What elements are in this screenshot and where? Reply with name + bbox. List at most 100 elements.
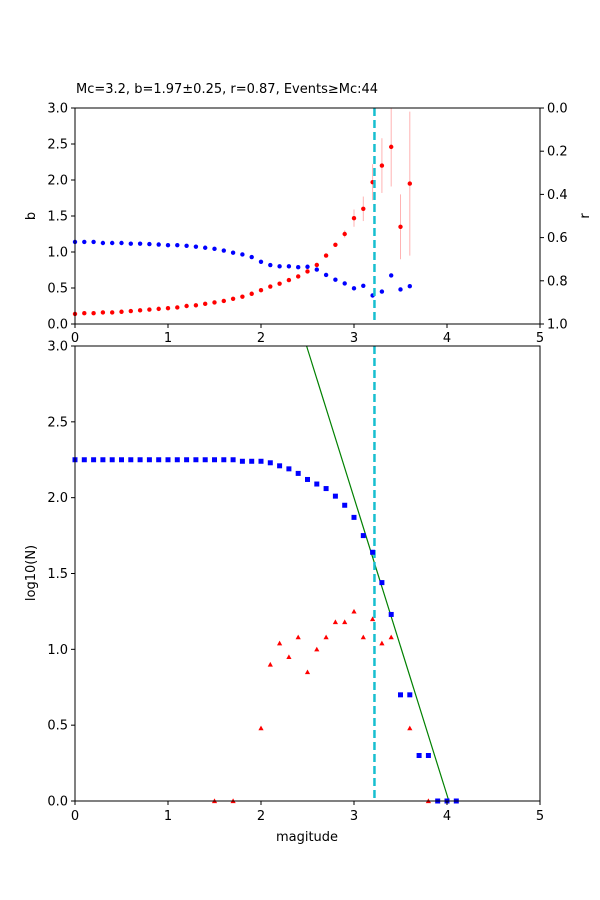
cumulative-point: [388, 611, 394, 617]
right-y-tick-label: 0.6: [547, 231, 568, 246]
cumulative-point: [258, 458, 264, 464]
x-tick-label: 2: [257, 809, 265, 824]
cumulative-point: [267, 460, 273, 466]
cumulative-point: [351, 514, 357, 520]
b-value-point: [314, 262, 319, 268]
cumulative-point: [379, 580, 385, 586]
b-value-point: [147, 307, 152, 312]
noncumulative-point: [379, 640, 385, 646]
bottom-plot-frame: [74, 345, 541, 802]
r-value-point: [389, 273, 394, 278]
noncumulative-point: [295, 634, 301, 640]
r-value-point: [305, 264, 310, 269]
r-value-point: [110, 240, 115, 246]
cumulative-point: [184, 457, 190, 463]
cumulative-point: [277, 463, 283, 469]
noncumulative-point: [258, 725, 264, 731]
cumulative-point: [156, 457, 162, 463]
x-tick-label: 1: [164, 331, 172, 346]
r-value-point: [100, 240, 106, 246]
b-value-point: [379, 163, 385, 168]
b-value-point: [323, 253, 329, 258]
cumulative-point: [221, 457, 227, 463]
b-value-point: [156, 306, 161, 312]
y-tick-label: 1.0: [47, 643, 68, 658]
b-value-point: [110, 310, 115, 315]
b-value-point: [389, 144, 394, 150]
r-value-point: [212, 246, 217, 252]
cumulative-point: [146, 457, 152, 463]
b-value-point: [165, 305, 171, 311]
y-tick-label: 3.0: [47, 340, 68, 355]
r-value-point: [296, 264, 301, 270]
r-value-point: [137, 241, 143, 246]
r-value-point: [119, 240, 124, 246]
r-value-point: [398, 287, 403, 292]
r-value-point: [286, 264, 292, 269]
b-value-point: [258, 287, 264, 293]
x-tick-label: 3: [350, 331, 358, 346]
cumulative-point: [212, 457, 217, 463]
r-value-point: [277, 264, 282, 269]
r-value-point: [249, 254, 254, 260]
y-tick-label: 1.5: [47, 567, 68, 582]
b-value-point: [119, 309, 124, 314]
b-value-point: [193, 303, 199, 308]
cumulative-point: [342, 502, 348, 508]
r-value-point: [82, 239, 87, 245]
top-y-axis-label: b: [24, 212, 39, 220]
b-value-point: [398, 224, 403, 229]
b-value-point: [128, 308, 133, 314]
cumulative-point: [230, 457, 236, 463]
right-y-tick-label: 0.8: [547, 274, 568, 289]
cumulative-point: [305, 476, 310, 482]
bottom-x-axis-label: magitude: [276, 830, 338, 845]
noncumulative-point: [286, 654, 292, 659]
b-value-point: [351, 215, 357, 221]
b-value-point: [286, 277, 292, 283]
r-value-point: [240, 252, 245, 257]
cumulative-point: [193, 457, 199, 463]
b-value-point: [333, 242, 338, 247]
cumulative-point: [314, 481, 320, 487]
cumulative-point: [100, 457, 106, 463]
b-value-point: [184, 303, 189, 309]
y-tick-label: 1.5: [47, 210, 68, 225]
b-value-point: [230, 296, 236, 301]
y-tick-label: 0.5: [47, 719, 68, 734]
r-value-point: [361, 283, 366, 288]
r-value-point: [323, 272, 329, 278]
b-value-point: [100, 310, 106, 315]
bottom-panel: 0 1 2 3 4 5 0.0 0.5 1.0 1.5 2.0 2.5 3.0 log10(N) mag…: [24, 340, 544, 846]
x-tick-label: 1: [164, 809, 172, 824]
right-y-tick-label: 1.0: [547, 318, 568, 333]
right-y-tick-label: 0.2: [547, 145, 568, 160]
r-value-point: [230, 250, 236, 255]
cumulative-point: [119, 457, 124, 463]
b-value-point: [82, 311, 87, 316]
right-y-tick-label: 0.4: [547, 188, 568, 203]
r-value-point: [407, 284, 412, 289]
noncumulative-point: [314, 646, 320, 652]
y-tick-label: 2.5: [47, 415, 68, 430]
y-tick-label: 0.5: [47, 282, 68, 297]
top-chart-title: Mc=3.2, b=1.97±0.25, r=0.87, Events≥Mc:4…: [76, 82, 378, 97]
r-value-point: [333, 277, 338, 282]
cumulative-point: [370, 549, 376, 555]
b-value-point: [277, 281, 282, 286]
gr-fit-line: [305, 345, 450, 802]
r-value-point: [203, 245, 208, 250]
cumulative-point: [202, 457, 208, 463]
r-value-point: [193, 244, 199, 249]
noncumulative-point: [267, 661, 273, 667]
cumulative-point: [416, 753, 422, 758]
b-value-point: [361, 206, 366, 211]
b-value-point: [212, 300, 217, 305]
noncumulative-point: [304, 669, 311, 675]
y-tick-label: 2.0: [47, 174, 68, 189]
x-tick-label: 0: [71, 331, 79, 346]
cumulative-point: [137, 457, 143, 463]
cumulative-point: [398, 692, 403, 698]
x-tick-label: 5: [536, 331, 544, 346]
r-value-point: [314, 267, 319, 272]
